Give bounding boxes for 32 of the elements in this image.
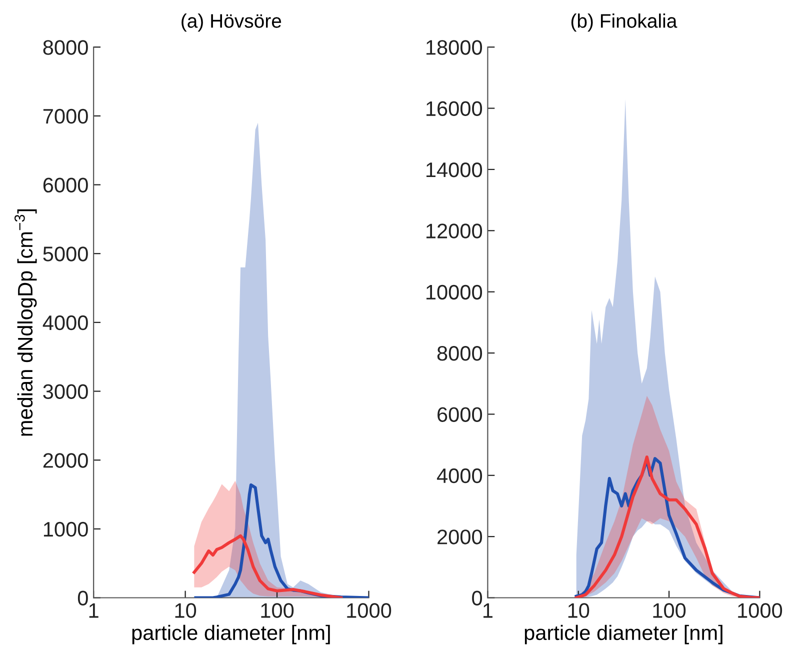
y-tick-label: 6000 bbox=[438, 407, 482, 422]
y-tick-label: 6000 bbox=[43, 178, 88, 193]
y-tick-label: 7000 bbox=[43, 108, 88, 124]
y-tick-label: 0 bbox=[472, 590, 482, 606]
y-tick-label: 2000 bbox=[438, 530, 482, 544]
x-tick-label: 1 bbox=[89, 603, 98, 618]
x-axis-title: particle diameter [nm] bbox=[524, 624, 722, 644]
y-tick-label: 8000 bbox=[43, 40, 88, 55]
y-tick-label: 2000 bbox=[43, 453, 88, 468]
y-tick-label: 12000 bbox=[426, 224, 482, 238]
x-tick-label: 10 bbox=[175, 603, 196, 618]
x-tick-label: 1000 bbox=[347, 603, 392, 618]
x-tick-label: 100 bbox=[261, 603, 294, 618]
y-tick-label: 4000 bbox=[436, 468, 482, 484]
y-tick-label: 8000 bbox=[437, 346, 482, 361]
y-tick-label: 1000 bbox=[44, 522, 88, 537]
y-axis-title: median dNdlogDp [cm$^{−3}$] bbox=[14, 209, 37, 436]
y-tick-label: 4000 bbox=[42, 315, 88, 330]
y-tick-label: 5000 bbox=[43, 246, 88, 262]
x-tick-label: 100 bbox=[653, 603, 686, 618]
x-tick-label: 10 bbox=[568, 603, 590, 618]
y-tick-label: 14000 bbox=[426, 162, 482, 178]
y-tick-label: 0 bbox=[78, 590, 88, 606]
x-tick-label: 1 bbox=[483, 603, 492, 618]
y-tick-label: 10000 bbox=[426, 284, 482, 300]
chart-title: (a) Hövsöre bbox=[182, 14, 282, 32]
x-tick-label: 1000 bbox=[738, 603, 782, 618]
y-tick-label: 16000 bbox=[426, 101, 482, 116]
y-tick-label: 18000 bbox=[426, 40, 482, 55]
x-axis-title: particle diameter [nm] bbox=[132, 624, 330, 644]
y-tick-label: 3000 bbox=[43, 384, 88, 400]
chart-title: (b) Finokalia bbox=[571, 14, 678, 32]
